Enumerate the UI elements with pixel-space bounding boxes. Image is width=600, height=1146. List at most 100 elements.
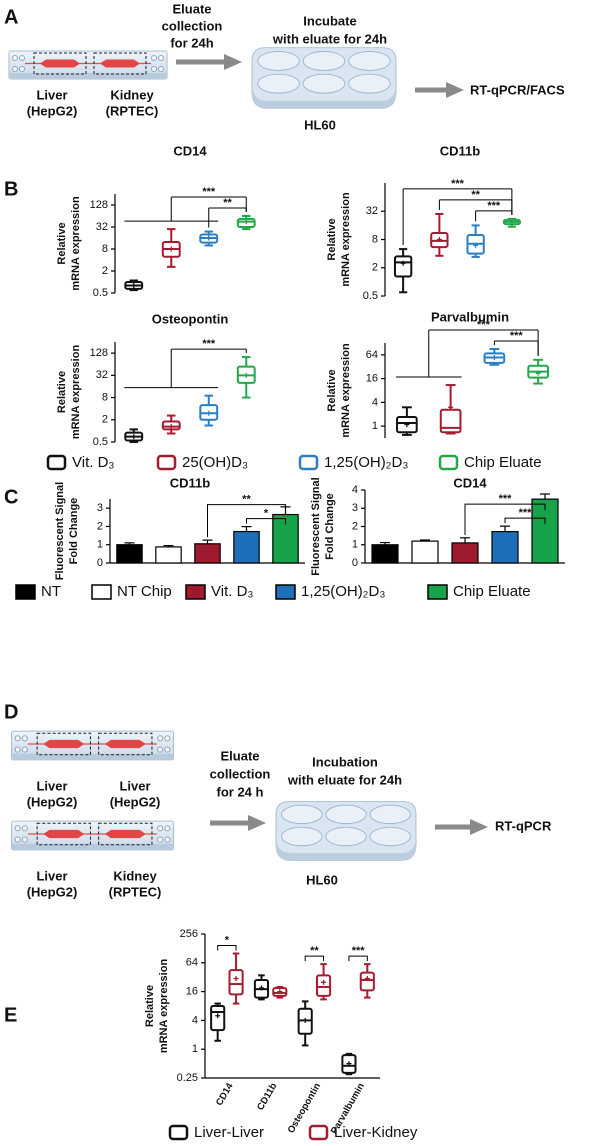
mean-marker	[258, 985, 264, 991]
x-tick-label: CD11b	[255, 1081, 279, 1112]
y-axis-label: Relative	[326, 218, 338, 260]
mean-marker	[491, 354, 497, 360]
significance-bracket	[348, 955, 368, 962]
legend-label: Liver-Liver	[194, 1124, 264, 1141]
mean-marker	[473, 242, 479, 248]
y-axis-label: mRNA expression	[340, 192, 352, 287]
legend-label: Vit. D₃	[211, 583, 254, 600]
y-tick-label: 2	[97, 520, 103, 532]
y-axis-label: Relative	[56, 371, 68, 413]
chip-label: (HepG2)	[27, 103, 78, 118]
box	[359, 971, 375, 992]
y-tick-label: 1	[372, 420, 378, 432]
significance-bracket	[246, 518, 286, 525]
y-tick-label: 2	[102, 414, 108, 426]
y-tick-label: 3	[352, 502, 358, 514]
y-axis-label: mRNA expression	[340, 343, 352, 438]
y-axis-label: Relative	[144, 985, 156, 1027]
mean-marker	[243, 372, 249, 378]
panel-letter: C	[4, 486, 18, 508]
step-label: Incubation	[312, 754, 378, 769]
significance-label: ***	[352, 945, 366, 957]
chip-illustration	[10, 820, 175, 851]
bar	[371, 544, 399, 564]
chip-label: Liver	[36, 778, 67, 793]
y-tick-label: 0	[352, 557, 358, 569]
y-tick-label: 0	[97, 557, 103, 569]
mean-marker	[206, 235, 212, 241]
chart-title: Parvalbumin	[431, 309, 509, 324]
significance-bracket	[207, 504, 286, 538]
cell-line: HL60	[306, 872, 338, 887]
legend-swatch	[308, 1124, 329, 1141]
y-tick-label: 8	[102, 391, 108, 403]
y-tick-label: 1	[97, 539, 103, 551]
chip-label: (HepG2)	[27, 884, 78, 899]
chip-label: Kidney	[113, 868, 157, 883]
bar	[116, 544, 143, 564]
y-axis-label: mRNA expression	[70, 345, 82, 440]
step-label: for 24h	[170, 35, 213, 50]
significance-label: **	[310, 945, 319, 957]
mean-marker	[448, 404, 454, 410]
mean-marker	[364, 976, 370, 982]
significance-label: ***	[202, 186, 216, 198]
significance-label: **	[242, 494, 251, 506]
mean-marker	[206, 410, 212, 416]
y-tick-label: 2	[102, 265, 108, 277]
y-tick-label: 32	[366, 205, 378, 217]
y-tick-label: 1	[352, 539, 358, 551]
mean-marker	[302, 1017, 308, 1023]
box	[316, 974, 332, 997]
legend-swatch	[438, 454, 459, 471]
y-tick-label: 256	[180, 928, 198, 940]
mean-marker	[168, 246, 174, 252]
chip-illustration	[8, 50, 168, 80]
step-label: for 24 h	[217, 784, 264, 799]
chart-title: CD14	[173, 143, 207, 158]
y-tick-label: 3	[97, 502, 103, 514]
mean-marker	[346, 1061, 352, 1067]
legend-swatch	[427, 584, 448, 600]
legend-label: 25(OH)D₃	[182, 454, 248, 471]
chip-label: Liver	[36, 87, 67, 102]
legend-label: 1,25(OH)₂D₃	[324, 454, 408, 471]
y-tick-label: 4	[352, 484, 358, 496]
chart-title: CD11b	[440, 143, 481, 158]
bar	[233, 530, 260, 564]
legend-swatch	[185, 584, 206, 600]
y-tick-label: 32	[96, 221, 108, 233]
step-label: with eluate for 24h	[272, 31, 387, 46]
bar	[194, 543, 221, 564]
y-axis-label: mRNA expression	[158, 959, 170, 1054]
legend-label: Liver-Kidney	[334, 1124, 418, 1141]
panel-letter: A	[4, 6, 18, 28]
significance-label: ***	[451, 178, 465, 190]
y-tick-label: 0.5	[93, 436, 108, 448]
legend-label: Vit. D₃	[72, 454, 115, 471]
significance-label: ***	[499, 493, 513, 505]
y-axis-label: Fluorescent Signal	[54, 482, 66, 580]
significance-label: ***	[519, 507, 533, 519]
arrow	[176, 54, 242, 70]
readout: RT-qPCR	[495, 818, 552, 833]
legend-label: NT	[41, 583, 61, 600]
mean-marker	[400, 260, 406, 266]
y-tick-label: 4	[372, 396, 378, 408]
legend-swatch	[168, 1124, 189, 1141]
mean-marker	[168, 424, 174, 430]
step-label: collection	[210, 766, 271, 781]
step-label: collection	[162, 18, 223, 33]
chip-label: Liver	[36, 868, 67, 883]
significance-label: ***	[477, 319, 491, 331]
mean-marker	[535, 370, 541, 376]
chip-label: Liver	[119, 778, 150, 793]
mean-marker	[277, 989, 283, 995]
box	[393, 255, 413, 278]
mean-marker	[509, 219, 515, 225]
legend-label: Chip Eluate	[464, 454, 542, 471]
significance-bracket	[304, 955, 325, 962]
chip-label: Kidney	[110, 87, 154, 102]
plate-illustration	[251, 47, 397, 109]
